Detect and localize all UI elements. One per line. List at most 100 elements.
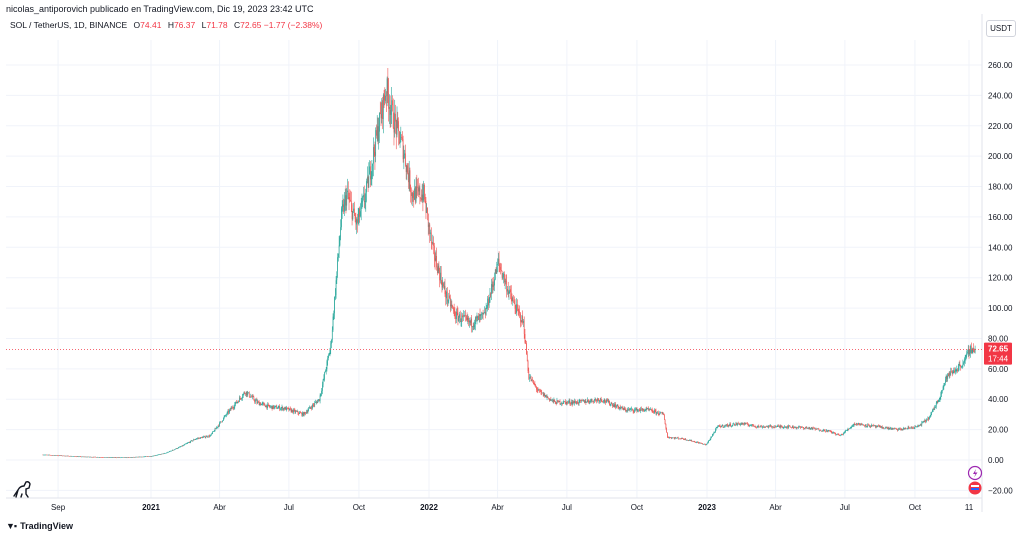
candle-body [799, 426, 801, 428]
currency-button[interactable]: USDT [986, 20, 1016, 37]
candle-body [223, 418, 224, 421]
candle-body [56, 455, 57, 456]
candle-body [633, 411, 635, 412]
candle-body [713, 432, 715, 434]
candle-body [375, 130, 377, 156]
candle-body [631, 408, 632, 410]
candle-body [534, 383, 536, 386]
candle-body [944, 382, 945, 386]
candle-body [303, 412, 305, 416]
candle-body [187, 442, 189, 444]
candle-body [442, 283, 444, 288]
candle-body [167, 452, 169, 453]
candle-body [388, 92, 389, 109]
candle-body [469, 320, 471, 323]
candle-body [331, 329, 333, 341]
candle-body [577, 401, 578, 404]
candle-body [568, 401, 569, 403]
candle-body [785, 426, 786, 428]
flag-icon[interactable] [968, 481, 982, 495]
candle-body [862, 424, 864, 426]
candle-body [958, 364, 960, 367]
candle-body [245, 393, 246, 395]
candle-body [523, 320, 524, 323]
candle-body [932, 409, 933, 413]
candle-body [748, 425, 750, 426]
candle-body [752, 424, 754, 426]
candle-body [918, 425, 920, 427]
candle-body [629, 409, 631, 410]
dino-icon[interactable] [13, 481, 31, 498]
candle-body [394, 113, 396, 133]
candle-body [114, 457, 116, 458]
candle-body [280, 408, 281, 410]
candle-body [130, 457, 131, 458]
lightning-icon[interactable] [967, 465, 983, 481]
candle-body [532, 379, 533, 381]
candle-body [46, 454, 48, 456]
candle-body [921, 422, 923, 426]
candle-body [660, 412, 662, 413]
candle-body [294, 410, 296, 413]
candle-body [666, 428, 667, 433]
candle-body [927, 417, 929, 420]
y-tick-label: 180.00 [988, 183, 1013, 192]
candle-body [644, 410, 646, 411]
candle-body [807, 427, 809, 429]
candle-body [433, 242, 434, 246]
candle-body [829, 430, 830, 432]
candle-body [85, 456, 87, 458]
candle-body [524, 334, 526, 343]
candle-body [464, 315, 466, 317]
candle-body [517, 307, 519, 311]
tradingview-brand[interactable]: ▼▪ TradingView [6, 521, 73, 531]
candle-body [101, 457, 103, 458]
candle-body [245, 391, 247, 395]
candle-body [765, 426, 766, 428]
candle-body [859, 425, 861, 426]
candle-body [769, 425, 770, 427]
candle-body [619, 407, 620, 409]
candle-body [522, 316, 524, 323]
candle-body [964, 359, 965, 363]
candle-body [879, 426, 881, 427]
candle-body [471, 318, 473, 328]
candle-body [501, 270, 502, 272]
candle-body [134, 457, 136, 458]
candle-body [654, 410, 656, 411]
candle-body [825, 431, 827, 433]
candle-body [349, 199, 351, 201]
symbol-name[interactable]: SOL / TetherUS, 1D, BINANCE [10, 20, 128, 30]
candle-body [451, 304, 453, 306]
candle-body [219, 422, 220, 426]
candle-body [907, 427, 909, 429]
candle-body [309, 407, 310, 409]
candle-body [538, 389, 540, 391]
candle-body [437, 265, 439, 274]
candle-body [334, 295, 336, 298]
candle-body [768, 425, 770, 428]
candle-body [547, 396, 549, 398]
candle-body [933, 408, 935, 410]
candle-body [427, 213, 429, 227]
candle-body [400, 136, 402, 142]
candle-body [917, 425, 919, 427]
candle-body [181, 445, 183, 447]
candle-body [906, 428, 908, 430]
candle-body [283, 408, 284, 410]
candle-body [235, 401, 236, 405]
candle-body [739, 423, 741, 425]
candle-body [222, 420, 223, 422]
candle-body [389, 107, 391, 115]
candle-body [840, 434, 842, 436]
candle-body [501, 271, 503, 278]
candle-body [809, 427, 811, 430]
y-tick-label: −20.00 [988, 486, 1013, 495]
candle-body [619, 407, 621, 409]
candle-body [903, 427, 904, 430]
candle-body [638, 409, 639, 411]
candle-body [89, 456, 91, 458]
candle-body [710, 437, 712, 440]
candle-body [644, 410, 645, 412]
